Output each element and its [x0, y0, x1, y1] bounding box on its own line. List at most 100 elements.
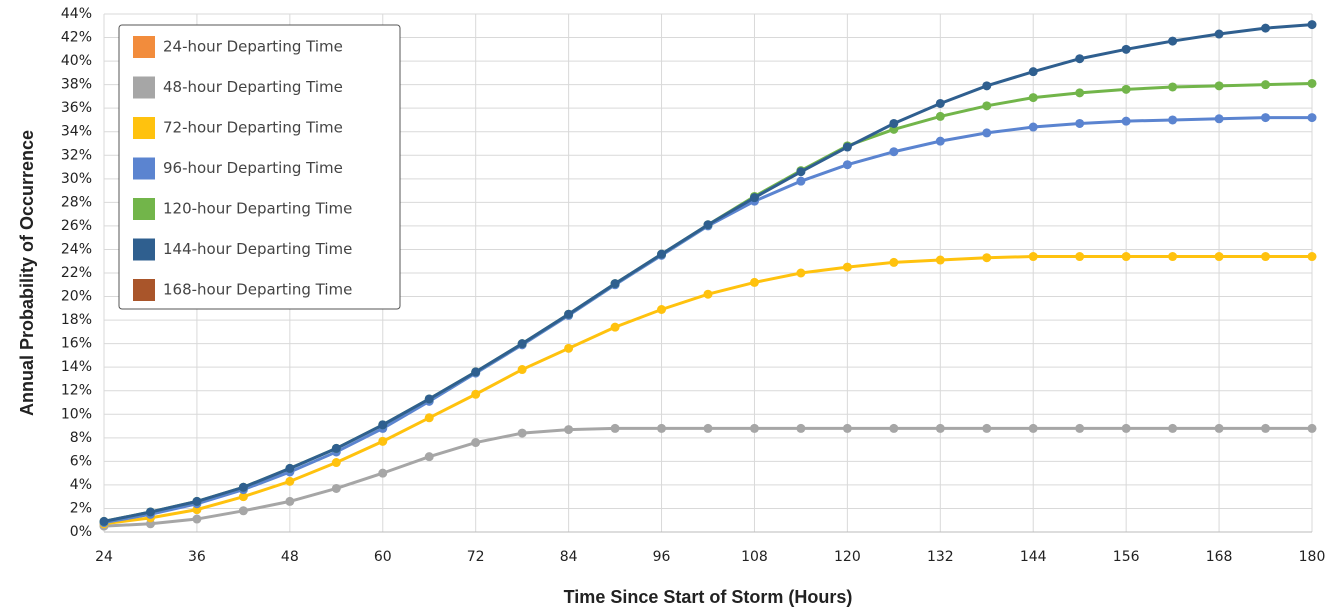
- data-point: [1307, 78, 1317, 88]
- data-point: [1121, 44, 1131, 54]
- data-point: [192, 496, 202, 506]
- data-point: [842, 262, 852, 272]
- data-point: [145, 507, 155, 517]
- data-point: [1028, 93, 1038, 103]
- legend-label: 168-hour Departing Time: [163, 281, 352, 299]
- legend-swatch: [133, 279, 155, 301]
- x-tick-label: 48: [281, 549, 299, 565]
- x-tick-label: 156: [1113, 549, 1140, 565]
- data-point: [1307, 252, 1317, 262]
- x-tick-label: 36: [188, 549, 206, 565]
- data-point: [889, 423, 899, 433]
- y-tick-label: 42%: [61, 30, 92, 46]
- data-point: [378, 468, 388, 478]
- y-axis-title: Annual Probability of Occurrence: [17, 130, 37, 416]
- data-point: [1214, 114, 1224, 124]
- x-axis-title: Time Since Start of Storm (Hours): [564, 587, 853, 607]
- data-point: [796, 176, 806, 186]
- data-point: [1121, 116, 1131, 126]
- data-point: [1307, 423, 1317, 433]
- series-line: [103, 426, 1312, 528]
- data-point: [610, 423, 620, 433]
- data-point: [285, 496, 295, 506]
- legend-label: 96-hour Departing Time: [163, 159, 343, 177]
- data-point: [331, 443, 341, 453]
- legend-box: [118, 24, 401, 310]
- data-point: [378, 436, 388, 446]
- data-point: [842, 423, 852, 433]
- x-tick-label: 96: [653, 549, 671, 565]
- data-point: [796, 423, 806, 433]
- legend-swatch: [133, 198, 155, 220]
- legend: 24-hour Departing Time 48-hour Departing …: [118, 24, 401, 310]
- data-point: [889, 257, 899, 267]
- x-tick-label: 168: [1206, 549, 1233, 565]
- y-tick-label: 8%: [70, 430, 92, 446]
- data-point: [238, 492, 248, 502]
- y-tick-label: 12%: [61, 383, 92, 399]
- data-point: [192, 514, 202, 524]
- data-point: [1214, 81, 1224, 91]
- data-point: [564, 425, 574, 435]
- legend-label: 120-hour Departing Time: [163, 200, 352, 218]
- data-point: [517, 365, 527, 375]
- data-point: [1075, 54, 1085, 64]
- data-point: [1168, 252, 1178, 262]
- data-point: [982, 128, 992, 138]
- data-point: [1121, 423, 1131, 433]
- data-point: [1075, 252, 1085, 262]
- data-point: [982, 253, 992, 263]
- legend-label: 48-hour Departing Time: [163, 78, 343, 96]
- y-tick-label: 44%: [61, 6, 92, 22]
- data-point: [1168, 115, 1178, 125]
- data-point: [796, 167, 806, 177]
- data-point: [982, 423, 992, 433]
- y-tick-label: 20%: [61, 289, 92, 305]
- x-tick-label: 24: [95, 549, 113, 565]
- data-point: [331, 458, 341, 468]
- data-point: [1028, 67, 1038, 77]
- data-point: [1121, 252, 1131, 262]
- data-point: [238, 506, 248, 516]
- data-point: [703, 220, 713, 230]
- data-point: [935, 111, 945, 121]
- data-point: [657, 423, 667, 433]
- data-point: [424, 413, 434, 423]
- legend-swatch: [133, 157, 155, 180]
- x-tick-label: 84: [560, 549, 578, 565]
- data-point: [657, 249, 667, 259]
- data-point: [1261, 423, 1271, 433]
- y-tick-label: 26%: [61, 218, 92, 234]
- legend-swatch: [133, 76, 155, 99]
- data-point: [982, 101, 992, 111]
- y-tick-label: 22%: [61, 265, 92, 281]
- data-point: [424, 394, 434, 404]
- data-point: [285, 463, 295, 473]
- data-point: [1028, 252, 1038, 262]
- data-point: [1214, 423, 1224, 433]
- data-point: [1075, 118, 1085, 128]
- x-tick-label: 108: [741, 549, 768, 565]
- data-point: [471, 367, 481, 377]
- data-point: [1028, 423, 1038, 433]
- data-point: [703, 423, 713, 433]
- y-tick-label: 30%: [61, 171, 92, 187]
- data-point: [610, 322, 620, 332]
- data-point: [471, 438, 481, 448]
- y-tick-label: 24%: [61, 241, 92, 257]
- x-tick-label: 120: [834, 549, 861, 565]
- data-point: [1307, 20, 1317, 30]
- data-point: [1121, 84, 1131, 94]
- data-point: [1075, 88, 1085, 98]
- data-point: [424, 452, 434, 462]
- legend-label: 72-hour Departing Time: [163, 119, 343, 137]
- data-point: [1261, 252, 1271, 262]
- data-point: [749, 277, 759, 287]
- x-tick-label: 60: [374, 549, 392, 565]
- data-point: [982, 81, 992, 91]
- legend-label: 144-hour Departing Time: [163, 240, 352, 258]
- y-tick-label: 4%: [70, 477, 92, 493]
- data-point: [935, 423, 945, 433]
- data-point: [842, 160, 852, 170]
